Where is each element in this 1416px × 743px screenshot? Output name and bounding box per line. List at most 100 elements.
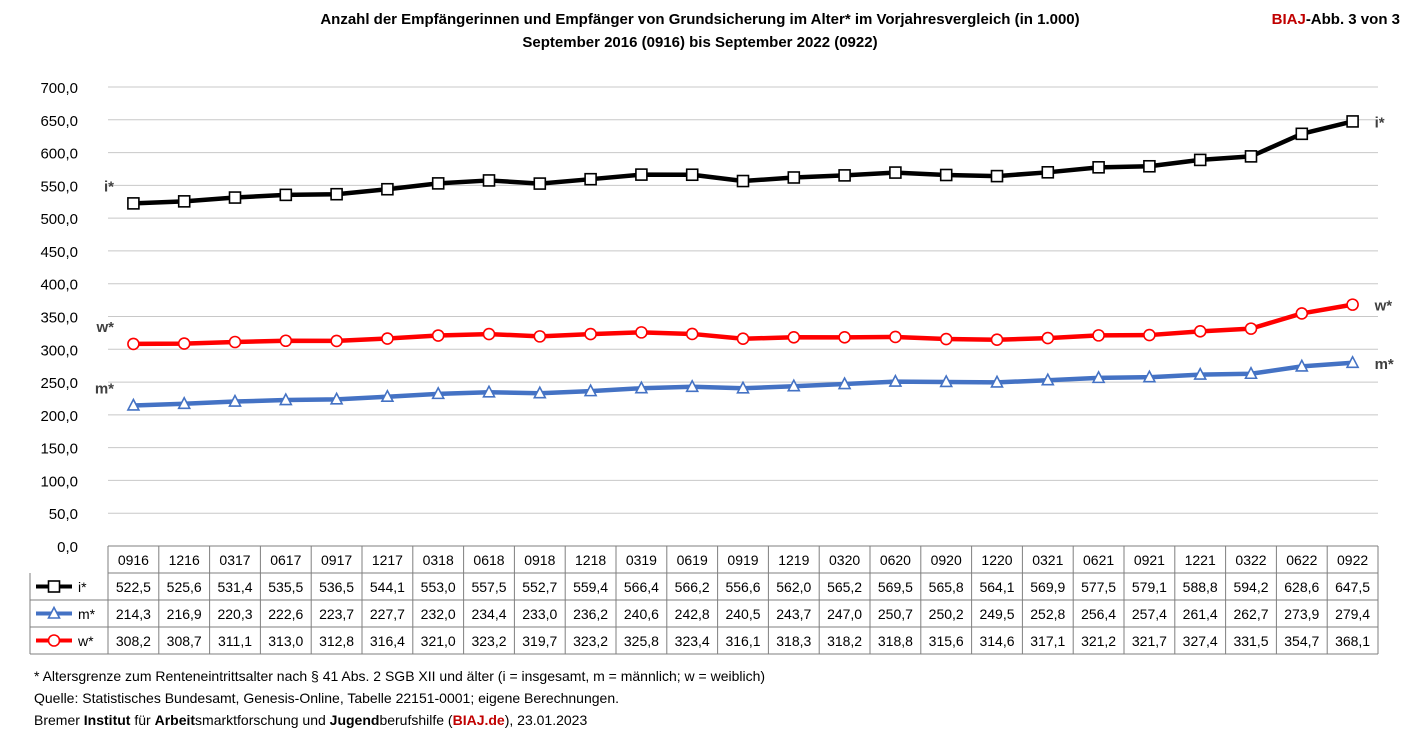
data-label: 312,8 [319,633,354,649]
data-point [685,379,700,393]
data-point [1346,115,1359,128]
data-label: 327,4 [1183,633,1218,649]
data-point [177,396,192,410]
data-point [533,330,547,343]
data-label: 317,1 [1030,633,1065,649]
data-label: 318,8 [878,633,913,649]
data-point [228,191,242,204]
data-point [126,397,141,411]
data-label: 279,4 [1335,606,1370,622]
data-label: 250,7 [878,606,913,622]
data-label: 577,5 [1081,579,1116,595]
data-label: 256,4 [1081,606,1116,622]
data-label: 553,0 [421,579,456,595]
data-point [381,182,394,196]
data-point [1091,370,1106,384]
y-tick-label: 600,0 [40,146,78,163]
x-tick-label: 0916 [118,552,149,568]
y-tick-label: 250,0 [40,375,78,392]
data-label: 564,1 [979,579,1014,595]
data-label: 535,5 [268,579,303,595]
data-label: 579,1 [1132,579,1167,595]
data-point [1346,298,1359,311]
y-tick-label: 150,0 [40,441,78,458]
x-tick-label: 0321 [1032,552,1063,568]
data-label: 536,5 [319,579,354,595]
data-point [990,333,1004,347]
data-point [1143,328,1156,342]
data-point [838,169,851,182]
data-point [1244,322,1258,335]
y-tick-label: 650,0 [40,113,78,130]
data-label: 647,5 [1335,579,1370,595]
data-point [990,169,1004,183]
data-point [889,330,902,344]
x-tick-label: 0921 [1134,552,1165,568]
y-tick-label: 500,0 [40,211,78,228]
data-label: 250,2 [929,606,964,622]
data-label: 223,7 [319,606,354,622]
x-tick-label: 0621 [1083,552,1114,568]
data-label: 316,4 [370,633,405,649]
data-point [583,383,598,397]
data-label: 569,9 [1030,579,1065,595]
data-point [939,168,953,182]
data-label: 628,6 [1284,579,1319,595]
data-point [47,605,61,619]
data-label: 562,0 [776,579,811,595]
biaj-link[interactable]: BIAJ.de [452,712,505,728]
data-point [786,378,801,392]
figure-badge: BIAJ-Abb. 3 von 3 [1272,8,1400,31]
data-label: 261,4 [1183,606,1218,622]
x-tick-label: 1221 [1185,552,1216,568]
data-point [1244,150,1258,163]
data-label: 331,5 [1233,633,1268,649]
data-label: 222,6 [268,606,303,622]
x-tick-label: 0317 [219,552,250,568]
data-label: 232,0 [421,606,456,622]
data-label: 565,8 [929,579,964,595]
data-label: 227,7 [370,606,405,622]
x-tick-label: 0917 [321,552,352,568]
data-label: 531,4 [217,579,252,595]
data-label: 234,4 [471,606,506,622]
data-point [482,174,496,187]
x-tick-label: 1218 [575,552,606,568]
data-label: 316,1 [725,633,760,649]
data-point [127,337,140,351]
x-tick-label: 0322 [1235,552,1266,568]
data-point [635,326,648,339]
legend-label: m* [78,606,96,622]
data-point [228,335,242,349]
data-label: 214,3 [116,606,151,622]
data-label: 552,7 [522,579,557,595]
series-start-label: i* [104,178,114,195]
data-label: 249,5 [979,606,1014,622]
x-tick-label: 0320 [829,552,860,568]
data-point [1295,127,1309,141]
x-tick-label: 0918 [524,552,555,568]
data-point [431,177,445,190]
data-label: 557,5 [471,579,506,595]
x-tick-label: 0319 [626,552,657,568]
data-label: 319,7 [522,633,557,649]
data-point [177,195,191,208]
data-point [1294,358,1309,372]
data-label: 323,2 [471,633,506,649]
data-point [431,329,445,342]
data-label: 323,4 [675,633,710,649]
x-tick-label: 1220 [981,552,1012,568]
data-point [1193,366,1208,380]
data-point [634,380,649,394]
data-point [838,331,851,344]
data-point [533,177,547,190]
data-point [584,172,597,186]
data-label: 325,8 [624,633,659,649]
data-point [1142,369,1157,383]
series-end-label: w* [1374,298,1393,315]
data-point [431,386,446,400]
data-label: 252,8 [1030,606,1065,622]
data-point [330,187,343,201]
data-label: 314,6 [979,633,1014,649]
data-point [1193,325,1207,338]
